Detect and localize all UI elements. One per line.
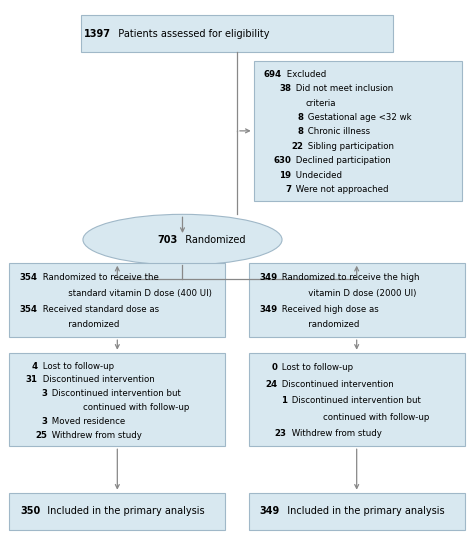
Text: continued with follow-up: continued with follow-up (301, 413, 429, 422)
Text: continued with follow-up: continued with follow-up (61, 403, 190, 412)
Text: randomized: randomized (49, 320, 119, 329)
Text: randomized: randomized (289, 320, 359, 329)
FancyBboxPatch shape (9, 353, 225, 446)
Text: vitamin D dose (2000 UI): vitamin D dose (2000 UI) (289, 289, 416, 298)
Text: Included in the primary analysis: Included in the primary analysis (41, 506, 205, 516)
Text: 349: 349 (259, 305, 277, 314)
Text: Undecided: Undecided (293, 171, 342, 180)
Text: 350: 350 (20, 506, 40, 516)
Text: Were not approached: Were not approached (293, 185, 389, 194)
Text: Gestational age <32 wk: Gestational age <32 wk (305, 113, 412, 122)
Text: 24: 24 (265, 380, 277, 388)
Text: Included in the primary analysis: Included in the primary analysis (281, 506, 444, 516)
Text: Patients assessed for eligibility: Patients assessed for eligibility (112, 29, 270, 39)
Text: Discontinued intervention but: Discontinued intervention but (289, 396, 420, 405)
Text: Excluded: Excluded (284, 70, 326, 79)
Text: Did not meet inclusion: Did not meet inclusion (293, 84, 393, 93)
Text: 8: 8 (297, 127, 303, 137)
Text: Declined participation: Declined participation (293, 156, 391, 165)
FancyBboxPatch shape (249, 353, 465, 446)
Text: Discontinued intervention: Discontinued intervention (279, 380, 394, 388)
Text: 349: 349 (259, 506, 280, 516)
Text: Withdrew from study: Withdrew from study (49, 430, 142, 440)
Text: 1397: 1397 (84, 29, 111, 39)
Text: 8: 8 (297, 113, 303, 122)
Text: 703: 703 (157, 235, 178, 245)
FancyBboxPatch shape (249, 263, 465, 337)
Text: 354: 354 (20, 273, 38, 282)
Text: Randomized: Randomized (179, 235, 245, 245)
Text: standard vitamin D dose (400 UI): standard vitamin D dose (400 UI) (49, 289, 212, 298)
Text: 3: 3 (41, 417, 47, 426)
Text: 25: 25 (36, 430, 47, 440)
Text: 354: 354 (20, 305, 38, 314)
Ellipse shape (83, 214, 282, 265)
FancyBboxPatch shape (254, 61, 462, 201)
FancyBboxPatch shape (81, 15, 393, 52)
Text: 630: 630 (273, 156, 292, 165)
Text: 3: 3 (41, 389, 47, 398)
Text: 1: 1 (281, 396, 287, 405)
Text: 22: 22 (292, 142, 303, 151)
Text: 19: 19 (280, 171, 292, 180)
Text: Randomized to receive the: Randomized to receive the (40, 273, 159, 282)
Text: Moved residence: Moved residence (49, 417, 126, 426)
Text: 7: 7 (285, 185, 292, 194)
Text: 38: 38 (280, 84, 292, 93)
Text: 31: 31 (26, 375, 38, 385)
Text: Lost to follow-up: Lost to follow-up (279, 363, 353, 372)
Text: Lost to follow-up: Lost to follow-up (40, 361, 114, 371)
Text: 0: 0 (272, 363, 277, 372)
FancyBboxPatch shape (249, 493, 465, 530)
Text: Chronic illness: Chronic illness (305, 127, 370, 137)
Text: 23: 23 (275, 429, 287, 438)
FancyBboxPatch shape (9, 493, 225, 530)
Text: 349: 349 (259, 273, 277, 282)
Text: Withdrew from study: Withdrew from study (289, 429, 382, 438)
Text: 4: 4 (32, 361, 38, 371)
Text: Randomized to receive the high: Randomized to receive the high (279, 273, 419, 282)
Text: Sibling participation: Sibling participation (305, 142, 394, 151)
Text: Received high dose as: Received high dose as (279, 305, 379, 314)
Text: 694: 694 (264, 70, 282, 79)
Text: Received standard dose as: Received standard dose as (40, 305, 159, 314)
Text: criteria: criteria (305, 99, 336, 107)
Text: Discontinued intervention: Discontinued intervention (40, 375, 155, 385)
FancyBboxPatch shape (9, 263, 225, 337)
Text: Discontinued intervention but: Discontinued intervention but (49, 389, 181, 398)
